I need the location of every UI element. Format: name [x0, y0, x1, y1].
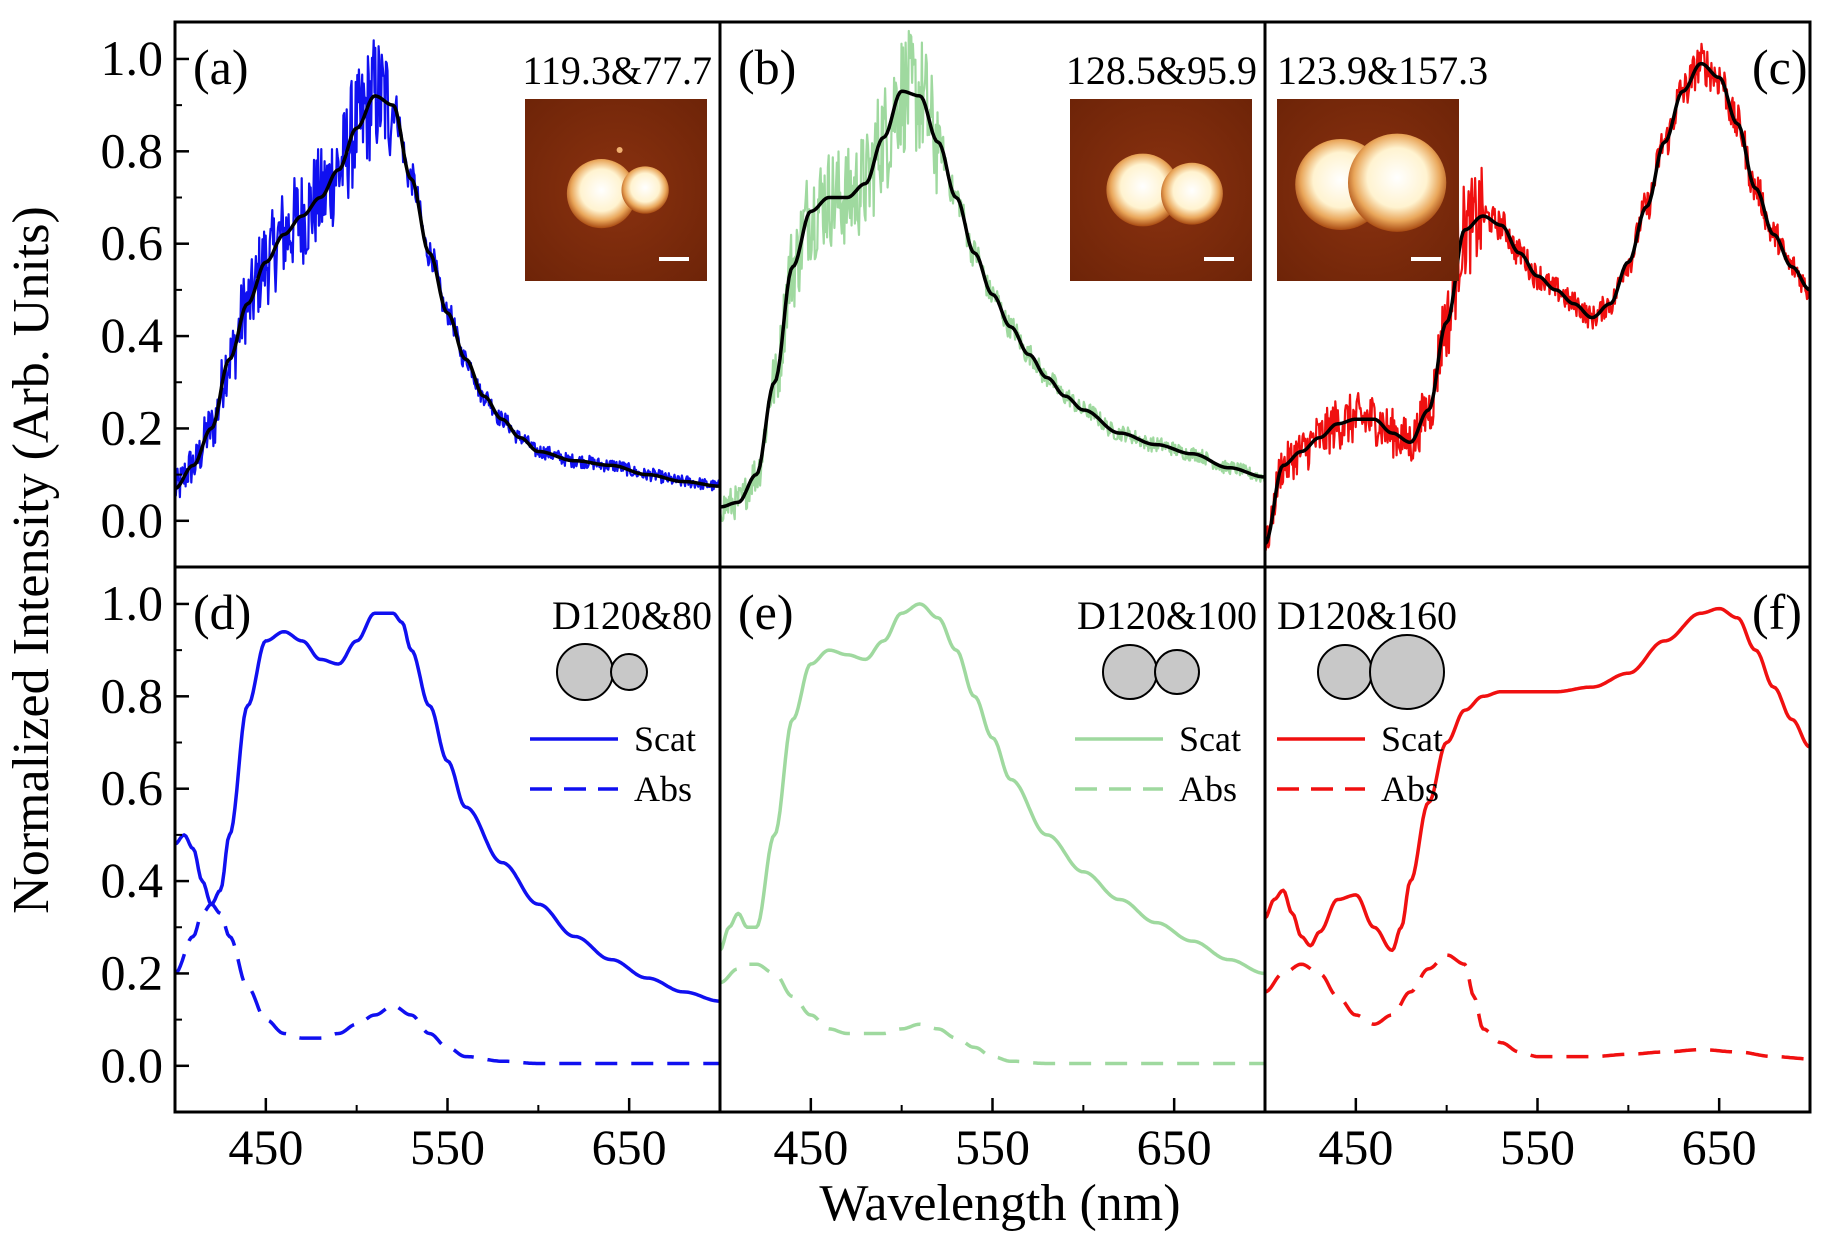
y-axis-title: Normalized Intensity (Arb. Units) — [3, 206, 60, 914]
afm-speck — [616, 146, 623, 153]
x-tick-label-f: 650 — [1682, 1119, 1757, 1175]
series-abs-d — [175, 902, 720, 1066]
inset-title-c: 123.9&157.3 — [1277, 48, 1488, 93]
inset-title-d: D120&80 — [552, 593, 712, 638]
x-tick-label-d: 550 — [410, 1119, 485, 1175]
x-tick-label-f: 550 — [1500, 1119, 1575, 1175]
panel-label-d: (d) — [193, 584, 251, 640]
plots-layer — [175, 29, 1810, 1066]
series-measured-c — [1265, 42, 1810, 552]
panel-plot-area-d — [175, 611, 720, 1066]
x-tick-label-e: 550 — [955, 1119, 1030, 1175]
panel-a — [175, 39, 720, 499]
inset-title-f: D120&160 — [1277, 593, 1457, 638]
sphere-large-e — [1102, 644, 1158, 700]
y-tick-label-a: 1.0 — [101, 30, 164, 86]
x-tick-label-e: 650 — [1137, 1119, 1212, 1175]
afm-particle-a-1 — [621, 166, 669, 214]
frame-layer — [173, 20, 1812, 1114]
panel-f — [1265, 606, 1810, 1061]
afm-particle-b-1 — [1161, 162, 1223, 225]
panel-plot-area-a — [175, 39, 720, 499]
sphere-small-f — [1369, 634, 1445, 710]
panel-plot-area-c — [1265, 42, 1810, 552]
panel-label-b: (b) — [738, 39, 796, 95]
afm-particle-c-1 — [1347, 133, 1447, 232]
sphere-large-d — [556, 643, 614, 701]
y-tick-label-a: 0.6 — [101, 215, 164, 271]
text-layer: Normalized Intensity (Arb. Units) Wavele… — [3, 30, 1808, 1232]
y-tick-label-d: 0.8 — [101, 667, 164, 723]
series-scat-e — [720, 602, 1265, 976]
panel-plot-area-b — [720, 29, 1265, 522]
legend-scat-label-e: Scat — [1179, 719, 1241, 759]
sphere-small-e — [1154, 649, 1200, 695]
y-tick-label-a: 0.0 — [101, 492, 164, 548]
panel-label-c: (c) — [1752, 39, 1808, 95]
x-tick-label-e: 450 — [773, 1119, 848, 1175]
x-axis-title: Wavelength (nm) — [819, 1175, 1180, 1232]
sphere-small-d — [610, 653, 648, 691]
panel-e — [720, 602, 1265, 1066]
panel-d — [175, 611, 720, 1066]
y-tick-label-d: 1.0 — [101, 575, 164, 631]
legend-abs-label-e: Abs — [1179, 769, 1237, 809]
afm-particle-a-0 — [566, 159, 637, 229]
series-scat-f — [1265, 606, 1810, 953]
series-smoothed-c — [1265, 61, 1810, 546]
inset-title-b: 128.5&95.9 — [1066, 48, 1257, 93]
y-tick-label-d: 0.6 — [101, 760, 164, 816]
inset-title-a: 119.3&77.7 — [522, 48, 712, 93]
x-tick-label-d: 650 — [592, 1119, 667, 1175]
inset-title-e: D120&100 — [1077, 593, 1257, 638]
panel-plot-area-e — [720, 602, 1265, 1066]
panel-c — [1265, 42, 1810, 552]
legend-abs-label-f: Abs — [1381, 769, 1439, 809]
series-smoothed-a — [175, 94, 720, 491]
legend-scat-label-f: Scat — [1381, 719, 1443, 759]
legend-scat-label-d: Scat — [634, 719, 696, 759]
panel-label-e: (e) — [738, 584, 794, 640]
y-tick-label-d: 0.2 — [101, 944, 164, 1000]
series-scat-d — [175, 611, 720, 1003]
y-tick-label-d: 0.0 — [101, 1037, 164, 1093]
y-tick-label-a: 0.4 — [101, 307, 164, 363]
y-tick-label-a: 0.8 — [101, 122, 164, 178]
afm-particle-b-0 — [1106, 153, 1180, 227]
y-tick-label-a: 0.2 — [101, 399, 164, 455]
legend-abs-label-d: Abs — [634, 769, 692, 809]
series-measured-b — [720, 29, 1265, 522]
y-tick-label-d: 0.4 — [101, 852, 164, 908]
panel-plot-area-f — [1265, 606, 1810, 1061]
x-tick-label-f: 450 — [1318, 1119, 1393, 1175]
x-tick-label-d: 450 — [228, 1119, 303, 1175]
panel-b — [720, 29, 1265, 522]
sphere-large-f — [1317, 644, 1373, 700]
series-abs-f — [1265, 953, 1810, 1061]
panel-label-a: (a) — [193, 39, 249, 95]
series-abs-e — [720, 962, 1265, 1066]
series-smoothed-b — [720, 89, 1265, 509]
panel-label-f: (f) — [1752, 584, 1802, 640]
